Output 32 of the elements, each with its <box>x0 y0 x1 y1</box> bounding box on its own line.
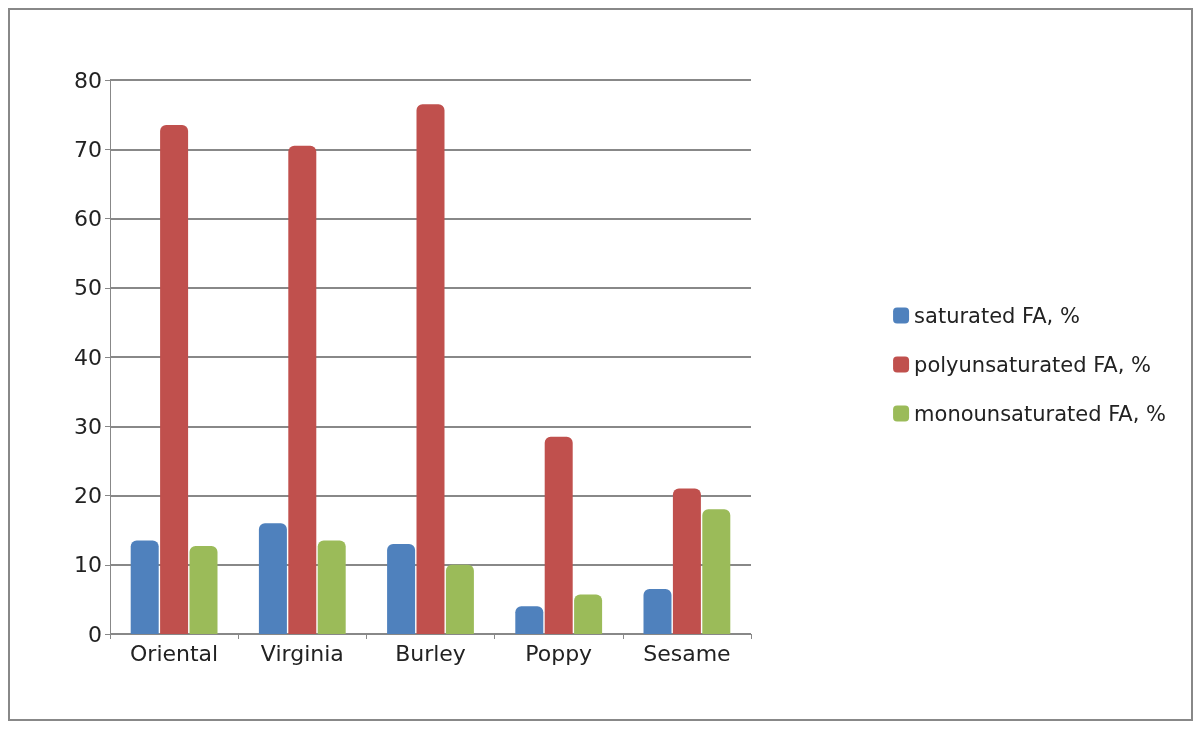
y-tick-label: 70 <box>74 136 102 162</box>
bar <box>288 145 317 634</box>
y-tick-label: 80 <box>74 67 102 93</box>
x-tick-label: Oriental <box>130 640 219 666</box>
y-tick-label: 20 <box>74 483 102 508</box>
bar <box>702 509 731 634</box>
bar <box>189 546 218 634</box>
bar <box>130 540 159 634</box>
x-tick-label: Sesame <box>643 640 731 666</box>
y-tick-label: 30 <box>74 413 102 439</box>
y-tick-label: 0 <box>88 621 102 647</box>
bar <box>416 104 445 634</box>
bar <box>672 488 701 634</box>
bar <box>387 543 416 634</box>
x-tick-label: Virginia <box>260 640 344 666</box>
y-tick-label: 50 <box>74 275 102 301</box>
bar <box>544 436 573 634</box>
legend-label: saturated FA, % <box>914 303 1080 328</box>
bar <box>445 564 474 634</box>
y-tick-label: 40 <box>74 344 102 370</box>
x-tick-label: Poppy <box>525 640 593 666</box>
x-tick-label: Burley <box>395 640 466 666</box>
bar <box>160 125 189 634</box>
bar <box>258 523 287 634</box>
legend-label: polyunsaturated FA, % <box>914 352 1151 377</box>
bar <box>515 606 544 634</box>
bar <box>643 588 672 634</box>
bar <box>317 540 346 634</box>
bar <box>574 594 603 634</box>
y-tick-label: 10 <box>74 552 102 578</box>
legend-label: monounsaturated FA, % <box>914 401 1166 426</box>
y-tick-label: 60 <box>74 206 102 231</box>
